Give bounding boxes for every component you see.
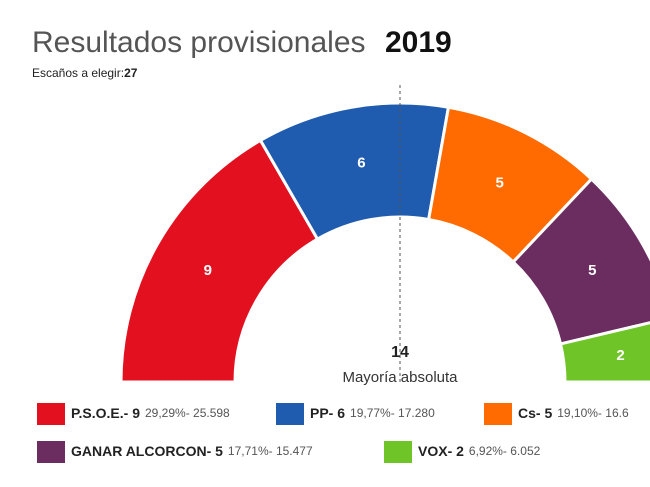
segment-label: 6 [357, 154, 365, 171]
segment-label: 5 [588, 262, 596, 279]
segment-label: 5 [495, 175, 503, 192]
legend-name: P.S.O.E.- 9 [71, 405, 140, 421]
subtitle: Escaños a elegir:27 [32, 66, 138, 80]
legend-item: P.S.O.E.- 9 29,29%- 25.598 [37, 403, 230, 425]
legend-name: PP- 6 [310, 405, 345, 421]
legend-item: Cs- 5 19,10%- 16.6 [484, 403, 629, 425]
legend-name: Cs- 5 [518, 405, 552, 421]
majority-label: Mayoría absoluta [342, 369, 458, 386]
legend-text: GANAR ALCORCON- 5 17,71%- 15.477 [71, 443, 313, 459]
seat-segment [558, 321, 650, 384]
subtitle-text: Escaños a elegir: [32, 66, 124, 80]
legend-swatch [37, 403, 65, 425]
legend-text: VOX- 2 6,92%- 6.052 [418, 443, 541, 459]
legend-detail: 6,92%- 6.052 [469, 444, 541, 458]
legend-swatch [37, 441, 65, 463]
legend-name: VOX- 2 [418, 443, 464, 459]
legend-detail: 17,71%- 15.477 [228, 444, 313, 458]
legend-swatch [484, 403, 512, 425]
legend-text: P.S.O.E.- 9 29,29%- 25.598 [71, 405, 230, 421]
legend-item: GANAR ALCORCON- 5 17,71%- 15.477 [37, 441, 313, 463]
legend-text: Cs- 5 19,10%- 16.6 [518, 405, 629, 421]
majority-value: 14 [391, 344, 409, 361]
seats-total: 27 [124, 66, 138, 80]
legend-swatch [384, 441, 412, 463]
segment-label: 2 [616, 347, 624, 364]
legend-detail: 19,10%- 16.6 [557, 406, 629, 420]
legend-detail: 29,29%- 25.598 [145, 406, 230, 420]
legend-text: PP- 6 19,77%- 17.280 [310, 405, 435, 421]
legend-name: GANAR ALCORCON- 5 [71, 443, 223, 459]
legend-swatch [276, 403, 304, 425]
segment-label: 9 [204, 262, 212, 279]
legend-item: VOX- 2 6,92%- 6.052 [384, 441, 541, 463]
seat-segment [511, 176, 650, 346]
chart-year: 2019 [385, 26, 452, 59]
legend-item: PP- 6 19,77%- 17.280 [276, 403, 435, 425]
chart-title: Resultados provisionales [32, 26, 366, 59]
legend-detail: 19,77%- 17.280 [350, 406, 435, 420]
